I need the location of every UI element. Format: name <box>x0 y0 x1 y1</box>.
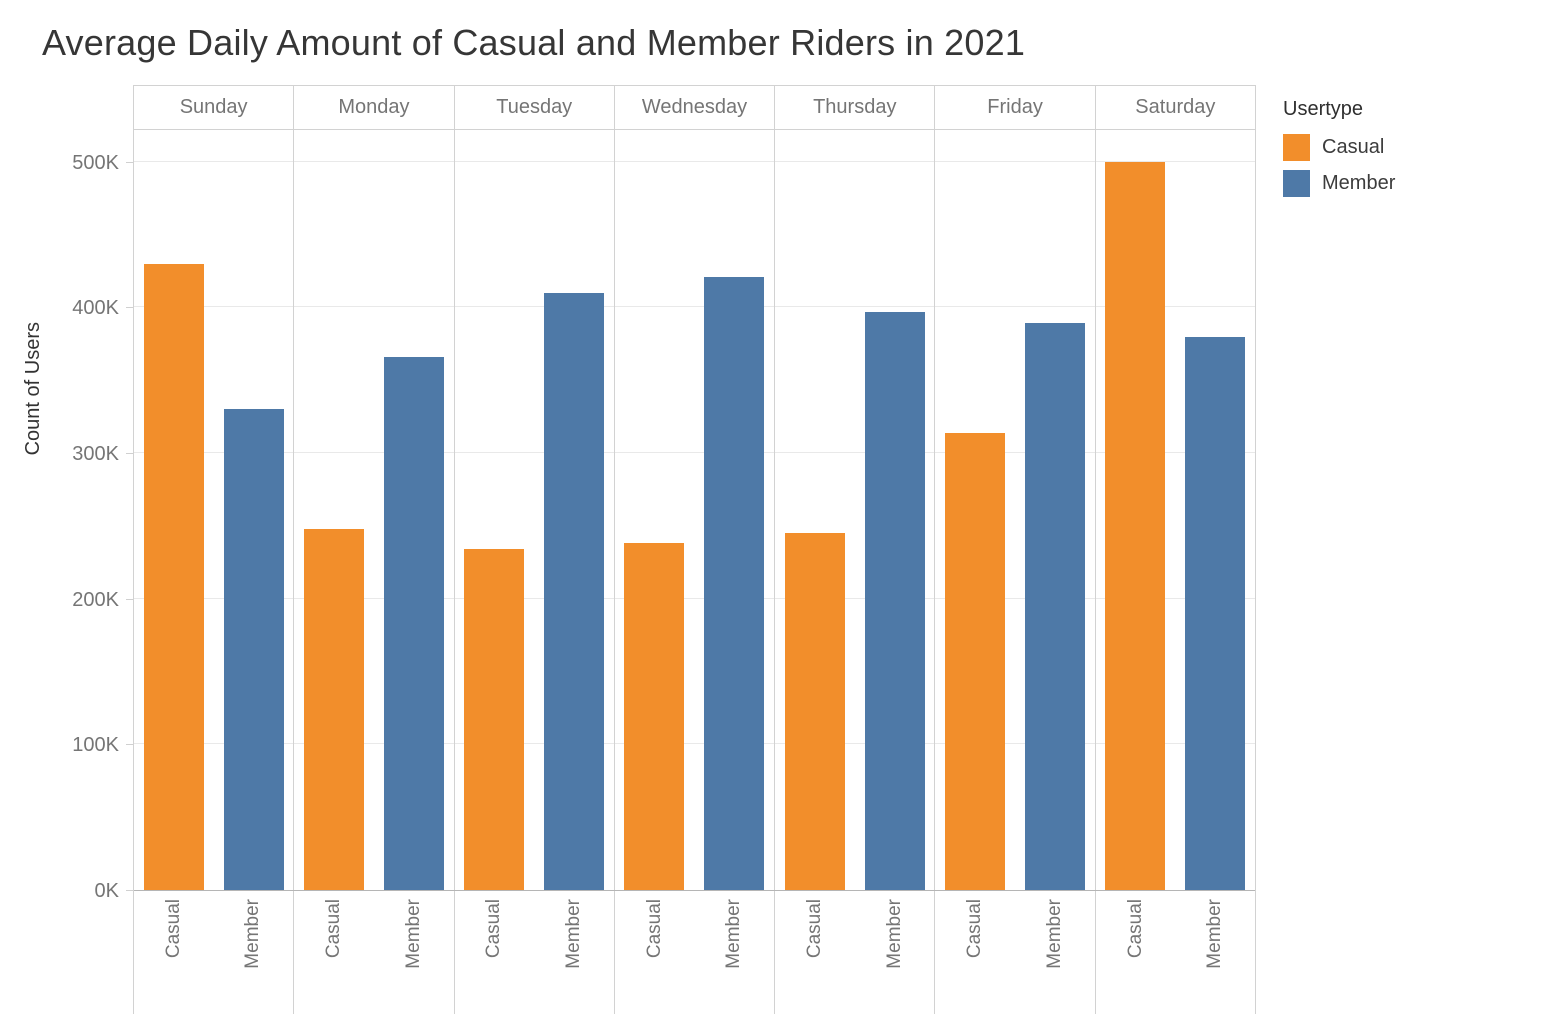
plot-area: Sunday Monday Tuesday Wednesday Thursday Frid… <box>133 85 1256 1014</box>
legend-label: Member <box>1322 172 1396 194</box>
x-label-member: Member <box>242 899 264 969</box>
day-header-sunday: Sunday <box>179 96 248 118</box>
x-label-cell: Casual <box>775 891 855 1014</box>
panel-tuesday <box>453 130 614 890</box>
y-axis-ticks: 0K 100K 200K 300K 400K 500K <box>0 130 133 902</box>
x-labels-saturday: Casual Member <box>1094 891 1255 1014</box>
x-label-casual: Casual <box>483 899 505 959</box>
x-label-cell: Member <box>1015 891 1095 1014</box>
x-label-cell: Member <box>374 891 454 1014</box>
x-label-casual: Casual <box>162 899 184 959</box>
y-tick-mark <box>126 161 133 163</box>
x-label-cell: Casual <box>134 891 214 1014</box>
legend-label: Casual <box>1322 136 1385 158</box>
chart-title: Average Daily Amount of Casual and Membe… <box>42 22 1026 63</box>
bar-monday-member[interactable] <box>383 356 444 890</box>
y-tick-label: 400K <box>72 297 119 320</box>
gridline <box>134 160 1255 162</box>
x-label-member: Member <box>563 899 585 969</box>
x-label-cell: Casual <box>1096 891 1176 1014</box>
legend-swatch-member <box>1283 170 1310 197</box>
x-labels-monday: Casual Member <box>293 891 453 1014</box>
panel-thursday <box>774 130 934 890</box>
x-label-cell: Member <box>855 891 935 1014</box>
bar-thursday-member[interactable] <box>864 311 925 890</box>
y-tick-mark <box>126 598 133 600</box>
x-label-casual: Casual <box>803 899 825 959</box>
panel-friday <box>934 130 1094 890</box>
gridline <box>134 597 1255 599</box>
panel-wednesday <box>613 130 774 890</box>
y-tick-label: 0K <box>94 880 119 902</box>
bar-wednesday-casual[interactable] <box>624 543 685 890</box>
bar-wednesday-member[interactable] <box>704 276 765 890</box>
day-header-wednesday: Wednesday <box>613 86 774 129</box>
x-label-cell: Member <box>214 891 294 1014</box>
bar-sunday-member[interactable] <box>223 409 284 890</box>
x-labels-wednesday: Casual Member <box>613 891 774 1014</box>
bar-thursday-casual[interactable] <box>784 533 845 890</box>
y-tick-mark <box>126 890 133 891</box>
x-label-member: Member <box>1043 899 1065 969</box>
bar-friday-member[interactable] <box>1025 323 1086 890</box>
bar-friday-casual[interactable] <box>945 432 1006 890</box>
x-label-cell: Member <box>694 891 774 1014</box>
x-label-cell: Casual <box>294 891 374 1014</box>
x-label-casual: Casual <box>964 899 986 959</box>
legend-title: Usertype <box>1283 98 1364 120</box>
y-tick-mark <box>126 453 133 455</box>
panel-monday <box>293 130 453 890</box>
x-axis-label-row: Casual Member Casual Member Casual Member Casu… <box>134 891 1255 1014</box>
gridline <box>134 306 1255 308</box>
panel-sunday <box>134 130 293 890</box>
bar-panels <box>134 130 1255 890</box>
plot-body <box>134 130 1255 891</box>
gridline <box>134 743 1255 745</box>
day-header-tuesday: Tuesday <box>453 86 614 129</box>
y-tick-label: 200K <box>72 588 119 611</box>
x-label-casual: Casual <box>1124 899 1146 959</box>
x-label-casual: Casual <box>323 899 345 959</box>
bar-saturday-casual[interactable] <box>1105 161 1166 890</box>
x-label-member: Member <box>723 899 745 969</box>
bar-tuesday-member[interactable] <box>544 292 605 890</box>
bar-sunday-casual[interactable] <box>143 263 204 890</box>
legend-item-member[interactable]: Member <box>1283 170 1395 197</box>
x-labels-thursday: Casual Member <box>774 891 934 1014</box>
legend-item-casual[interactable]: Casual <box>1283 134 1395 161</box>
panel-saturday <box>1094 130 1255 890</box>
x-label-cell: Casual <box>455 891 535 1014</box>
day-header-monday: Monday <box>293 86 453 129</box>
x-label-member: Member <box>883 899 905 969</box>
x-label-member: Member <box>402 899 424 969</box>
legend-swatch-casual <box>1283 134 1310 161</box>
gridline <box>134 452 1255 454</box>
bar-saturday-member[interactable] <box>1185 336 1246 890</box>
day-header-thursday: Thursday <box>774 86 934 129</box>
x-label-casual: Casual <box>643 899 665 959</box>
x-label-cell: Member <box>1175 891 1255 1014</box>
bar-tuesday-casual[interactable] <box>464 549 525 890</box>
legend: Usertype Casual Member <box>1283 98 1395 206</box>
day-header-row: Sunday Monday Tuesday Wednesday Thursday Frid… <box>134 85 1255 130</box>
day-header-saturday: Saturday <box>1094 86 1255 129</box>
y-tick-label: 500K <box>72 151 119 174</box>
y-tick-label: 100K <box>72 734 119 757</box>
y-tick-label: 300K <box>72 443 119 466</box>
x-labels-sunday: Casual Member <box>134 891 293 1014</box>
x-label-cell: Casual <box>615 891 695 1014</box>
bar-monday-casual[interactable] <box>303 528 364 890</box>
legend-items: Casual Member <box>1283 134 1395 197</box>
y-tick-mark <box>126 307 133 309</box>
y-tick-mark <box>126 744 133 746</box>
x-label-cell: Casual <box>935 891 1015 1014</box>
x-labels-tuesday: Casual Member <box>453 891 614 1014</box>
day-header-friday: Friday <box>934 86 1094 129</box>
x-labels-friday: Casual Member <box>934 891 1094 1014</box>
x-label-cell: Member <box>534 891 614 1014</box>
x-label-member: Member <box>1204 899 1226 969</box>
